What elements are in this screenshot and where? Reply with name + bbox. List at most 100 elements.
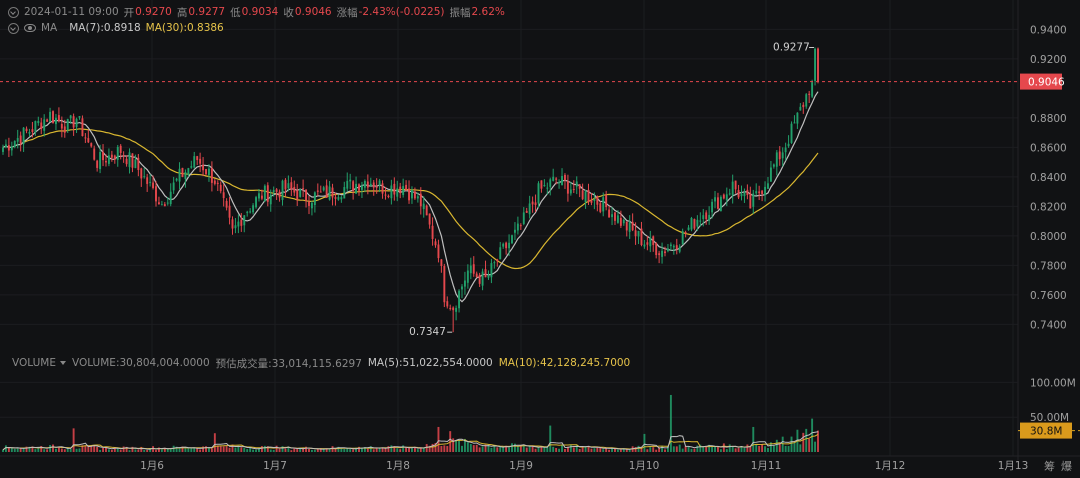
volume-bar [416, 449, 419, 452]
candle-body [90, 143, 93, 147]
candle-body [678, 246, 681, 252]
candle-body [505, 242, 508, 249]
dropdown-caret-icon[interactable] [59, 361, 66, 365]
volume-bar [411, 448, 413, 452]
candle-body [84, 137, 87, 139]
collapse-icon[interactable] [8, 6, 19, 18]
candle-body [481, 271, 484, 286]
candle-body [431, 225, 434, 239]
candle-body [119, 145, 122, 153]
candle-body [331, 187, 334, 198]
volume-bar [675, 446, 678, 452]
volume-bar [143, 449, 146, 452]
candle-body [569, 189, 572, 194]
candle-body [60, 123, 63, 129]
candle-body [216, 182, 219, 184]
volume-bars [2, 394, 819, 452]
candle-body [605, 194, 608, 208]
annotations: 0.9046 30.8M 0.9277 0.7347 [0, 42, 1080, 439]
candle-body [140, 168, 143, 179]
candle-body [219, 184, 222, 192]
candle-body [690, 217, 693, 230]
candle-body [661, 250, 664, 257]
candle-body [240, 219, 243, 226]
time-tick-label: 1月11 [751, 460, 782, 472]
volume-bar [210, 448, 213, 452]
volume-bar [337, 446, 340, 452]
volume-bar [60, 448, 63, 452]
volume-bar [814, 441, 817, 452]
candle-body [243, 215, 246, 226]
candle-body [169, 191, 172, 205]
candle-body [790, 123, 793, 143]
price-tick-label: 0.8000 [1030, 231, 1067, 243]
volume-bar [113, 447, 116, 452]
volume-bar [90, 446, 93, 452]
candle-body [234, 225, 237, 229]
candle-body [775, 152, 778, 167]
volume-bar [652, 447, 655, 452]
price-tick-label: 0.7600 [1030, 290, 1067, 302]
volume-bar [316, 448, 319, 452]
candle-body [363, 181, 366, 188]
grid [0, 0, 1080, 460]
volume-bar [619, 449, 622, 452]
volume-bar [81, 445, 84, 452]
candle-body [358, 184, 360, 191]
volume-bar [575, 444, 578, 452]
volume-bar [431, 443, 434, 452]
volume-bar [66, 448, 69, 452]
candle-body [717, 197, 719, 209]
volume-bar [561, 444, 563, 452]
volume-bar [325, 448, 328, 452]
close-label: 收 [283, 6, 294, 19]
candle-body [737, 190, 740, 198]
volume-bar [687, 446, 690, 452]
volume-bar [746, 444, 749, 452]
candle-body [422, 203, 425, 210]
candle-body [231, 219, 234, 229]
candle-body [328, 186, 331, 200]
volume-bar [702, 446, 705, 452]
volume-bar [399, 449, 402, 452]
time-tick-label: 1月6 [140, 460, 164, 472]
volume-bar [484, 444, 487, 452]
candle-body [708, 214, 711, 221]
chips-tool[interactable]: 筹 [1044, 460, 1055, 473]
volume-bar [52, 444, 54, 452]
volume-bar [75, 448, 78, 452]
volume-bar [296, 449, 299, 452]
candle-body [237, 221, 240, 227]
candle-body [302, 188, 305, 190]
candle-body [269, 194, 272, 205]
volume-bar [378, 447, 381, 452]
volume-bar [493, 446, 496, 452]
candle-body [608, 209, 611, 218]
candle-body [796, 112, 799, 124]
volume-bar [119, 449, 122, 452]
volume-bar [228, 447, 231, 452]
candle-body [260, 195, 263, 199]
candle-body [49, 111, 52, 122]
low-label: 低 [230, 6, 241, 19]
volume-bar [381, 447, 384, 452]
volume-bar [366, 448, 369, 452]
candle-body [375, 186, 378, 188]
eye-icon[interactable] [24, 24, 36, 32]
volume-bar [57, 446, 60, 452]
volume-bar [525, 447, 528, 452]
candle-body [549, 179, 552, 187]
volume-bar [208, 447, 210, 452]
volume-bar [772, 445, 775, 452]
volume-bar [775, 439, 778, 452]
candle-body [57, 115, 60, 122]
collapse-ma-icon[interactable] [8, 22, 19, 34]
volume-bar [452, 438, 455, 452]
candle-body [187, 168, 190, 175]
candle-body [272, 190, 275, 193]
candle-body [166, 202, 169, 204]
liquidation-tool[interactable]: 爆 [1061, 460, 1072, 473]
volume-bar [193, 447, 196, 452]
candle-body [131, 153, 134, 168]
candle-body [31, 129, 34, 133]
